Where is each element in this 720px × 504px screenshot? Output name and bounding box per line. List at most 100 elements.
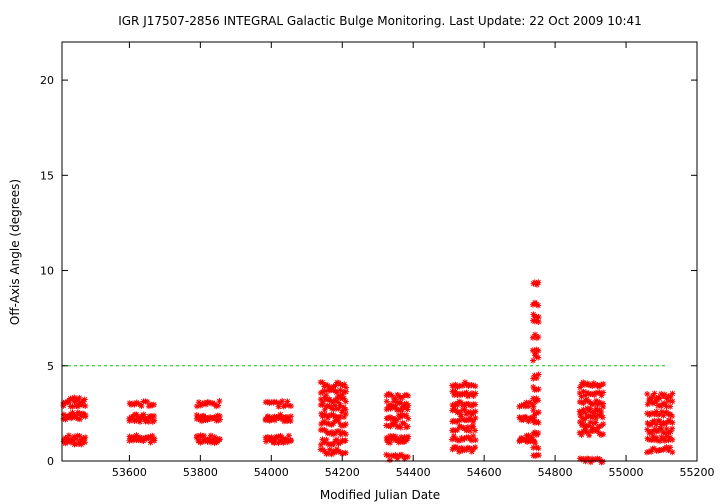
data-point — [383, 398, 390, 405]
y-axis-label: Off-Axis Angle (degrees) — [8, 179, 22, 325]
marker-stroke — [659, 426, 665, 432]
marker-stroke — [386, 437, 392, 443]
marker-stroke — [669, 426, 675, 432]
marker-stroke — [277, 433, 284, 439]
marker-stroke — [82, 396, 88, 403]
marker-stroke — [530, 335, 536, 341]
marker-stroke — [651, 445, 657, 452]
data-point — [133, 432, 140, 439]
data-point — [535, 430, 542, 436]
data-point — [535, 409, 542, 416]
data-point — [535, 452, 542, 459]
marker-stroke — [334, 437, 340, 443]
marker-stroke — [662, 392, 668, 398]
marker-stroke — [530, 347, 536, 353]
marker-stroke — [600, 400, 606, 407]
data-point — [335, 399, 342, 406]
marker-stroke — [597, 390, 603, 396]
marker-stroke — [323, 437, 329, 443]
marker-stroke — [530, 407, 536, 413]
marker-stroke — [320, 379, 326, 386]
marker-stroke — [651, 390, 657, 397]
marker-stroke — [472, 427, 478, 434]
marker-stroke — [277, 412, 283, 418]
marker-stroke — [343, 421, 349, 427]
marker-stroke — [458, 411, 464, 417]
marker-stroke — [343, 389, 349, 395]
chart-title: IGR J17507-2856 INTEGRAL Galactic Bulge … — [118, 14, 642, 28]
y-tick-label: 5 — [47, 360, 54, 373]
marker-stroke — [398, 400, 404, 406]
y-tick-label: 10 — [40, 265, 54, 278]
data-point — [535, 314, 542, 320]
x-tick-label: 53600 — [112, 466, 147, 479]
data-point — [669, 425, 676, 432]
marker-stroke — [650, 433, 656, 439]
marker-stroke — [394, 417, 400, 423]
data-point — [535, 354, 542, 361]
marker-stroke — [669, 437, 675, 443]
marker-stroke — [151, 436, 157, 442]
marker-stroke — [472, 383, 478, 389]
marker-stroke — [272, 399, 278, 405]
marker-stroke — [664, 426, 670, 432]
marker-stroke — [288, 438, 294, 444]
data-point — [195, 438, 202, 444]
marker-stroke — [657, 418, 663, 424]
marker-stroke — [82, 439, 88, 445]
data-point — [472, 444, 479, 451]
marker-stroke — [82, 403, 88, 409]
marker-stroke — [401, 421, 407, 427]
x-tick-label: 54800 — [538, 466, 573, 479]
marker-stroke — [473, 437, 479, 443]
data-point — [151, 413, 157, 419]
marker-stroke — [651, 418, 657, 424]
data-point — [288, 403, 294, 409]
marker-stroke — [335, 406, 342, 412]
marker-stroke — [325, 402, 331, 409]
marker-stroke — [535, 420, 542, 426]
data-point — [287, 413, 294, 420]
marker-stroke — [202, 414, 208, 421]
marker-stroke — [82, 414, 88, 420]
marker-stroke — [286, 416, 292, 422]
marker-stroke — [337, 414, 343, 420]
data-point — [667, 403, 674, 410]
data-point — [404, 453, 411, 460]
marker-stroke — [269, 434, 275, 440]
marker-stroke — [600, 389, 606, 396]
data-point — [472, 408, 479, 415]
marker-stroke — [321, 388, 327, 394]
data-point — [397, 424, 404, 431]
marker-stroke — [469, 437, 475, 444]
x-tick-label: 55200 — [680, 466, 715, 479]
marker-stroke — [399, 453, 405, 459]
marker-stroke — [470, 419, 476, 425]
data-point — [318, 441, 324, 448]
data-point — [405, 392, 411, 399]
marker-stroke — [581, 421, 587, 427]
marker-stroke — [535, 302, 541, 308]
data-point — [323, 392, 330, 399]
marker-stroke — [523, 400, 529, 406]
data-point — [81, 396, 88, 403]
marker-stroke — [665, 393, 671, 399]
marker-stroke — [581, 456, 587, 462]
data-point — [321, 406, 328, 413]
data-point — [216, 436, 223, 443]
marker-stroke — [392, 452, 398, 458]
marker-stroke — [600, 414, 606, 420]
plot-frame — [61, 41, 698, 462]
data-point — [215, 402, 222, 409]
data-point — [472, 390, 479, 397]
marker-stroke — [467, 428, 473, 434]
marker-stroke — [535, 397, 541, 403]
marker-stroke — [387, 391, 393, 398]
data-point — [665, 429, 672, 436]
marker-stroke — [587, 419, 593, 425]
data-point — [600, 421, 607, 428]
marker-stroke — [217, 413, 223, 419]
marker-stroke — [532, 440, 538, 446]
marker-stroke — [389, 392, 395, 399]
marker-stroke — [384, 398, 390, 404]
